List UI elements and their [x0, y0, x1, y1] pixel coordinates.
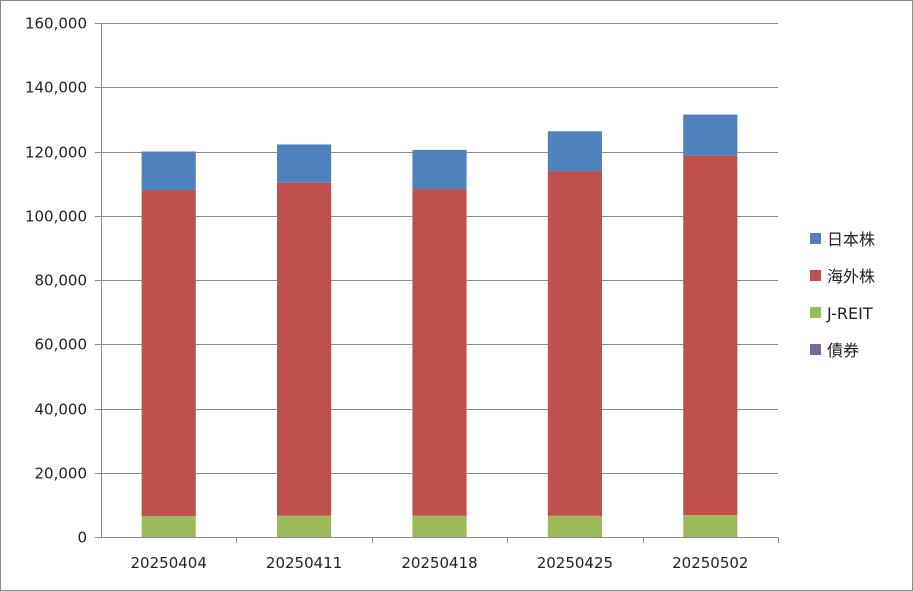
- x-tick-label: 20250502: [672, 554, 748, 572]
- x-tick-label: 20250411: [266, 554, 342, 572]
- legend-label: 海外株: [827, 267, 875, 286]
- bar-segment: [141, 190, 196, 517]
- legend-swatch: [810, 307, 821, 318]
- bar-segment: [683, 515, 738, 537]
- bar-segment: [277, 182, 332, 516]
- y-tick-label: 40,000: [35, 401, 88, 419]
- y-tick-label: 80,000: [35, 272, 88, 290]
- x-tick-label: 20250404: [131, 554, 207, 572]
- bar-segment: [412, 515, 467, 537]
- bar-segment: [277, 144, 332, 183]
- y-tick-label: 100,000: [25, 208, 87, 226]
- bars: [141, 114, 738, 537]
- y-tick-label: 160,000: [25, 15, 87, 33]
- y-tick-label: 140,000: [25, 79, 87, 97]
- bar-segment: [412, 149, 467, 190]
- bar-segment: [547, 171, 602, 516]
- legend-swatch: [810, 270, 821, 281]
- y-tick-label: 0: [77, 529, 87, 547]
- axes: [95, 23, 779, 543]
- bar-segment: [277, 515, 332, 537]
- legend-label: 日本株: [827, 230, 875, 249]
- bar-segment: [683, 114, 738, 156]
- bar-segment: [547, 131, 602, 172]
- bar-segment: [412, 189, 467, 516]
- bar-segment: [141, 516, 196, 537]
- bar-segment: [547, 515, 602, 537]
- bar-segment: [141, 151, 196, 191]
- legend-swatch: [810, 233, 821, 244]
- x-tick-label: 20250425: [537, 554, 613, 572]
- x-tick-labels: 20250404 20250411 20250418 20250425 20250502: [131, 554, 749, 572]
- y-tick-label: 60,000: [35, 336, 88, 354]
- y-tick-labels: 0 20,000 40,000 60,000 80,000 100,000 120,000 1…: [25, 15, 87, 547]
- legend-label: 債券: [827, 341, 859, 360]
- legend-label: J-REIT: [826, 304, 873, 323]
- y-tick-label: 20,000: [35, 465, 88, 483]
- legend-swatch: [810, 344, 821, 355]
- y-tick-label: 120,000: [25, 144, 87, 162]
- x-tick-label: 20250418: [401, 554, 477, 572]
- bar-segment: [683, 155, 738, 516]
